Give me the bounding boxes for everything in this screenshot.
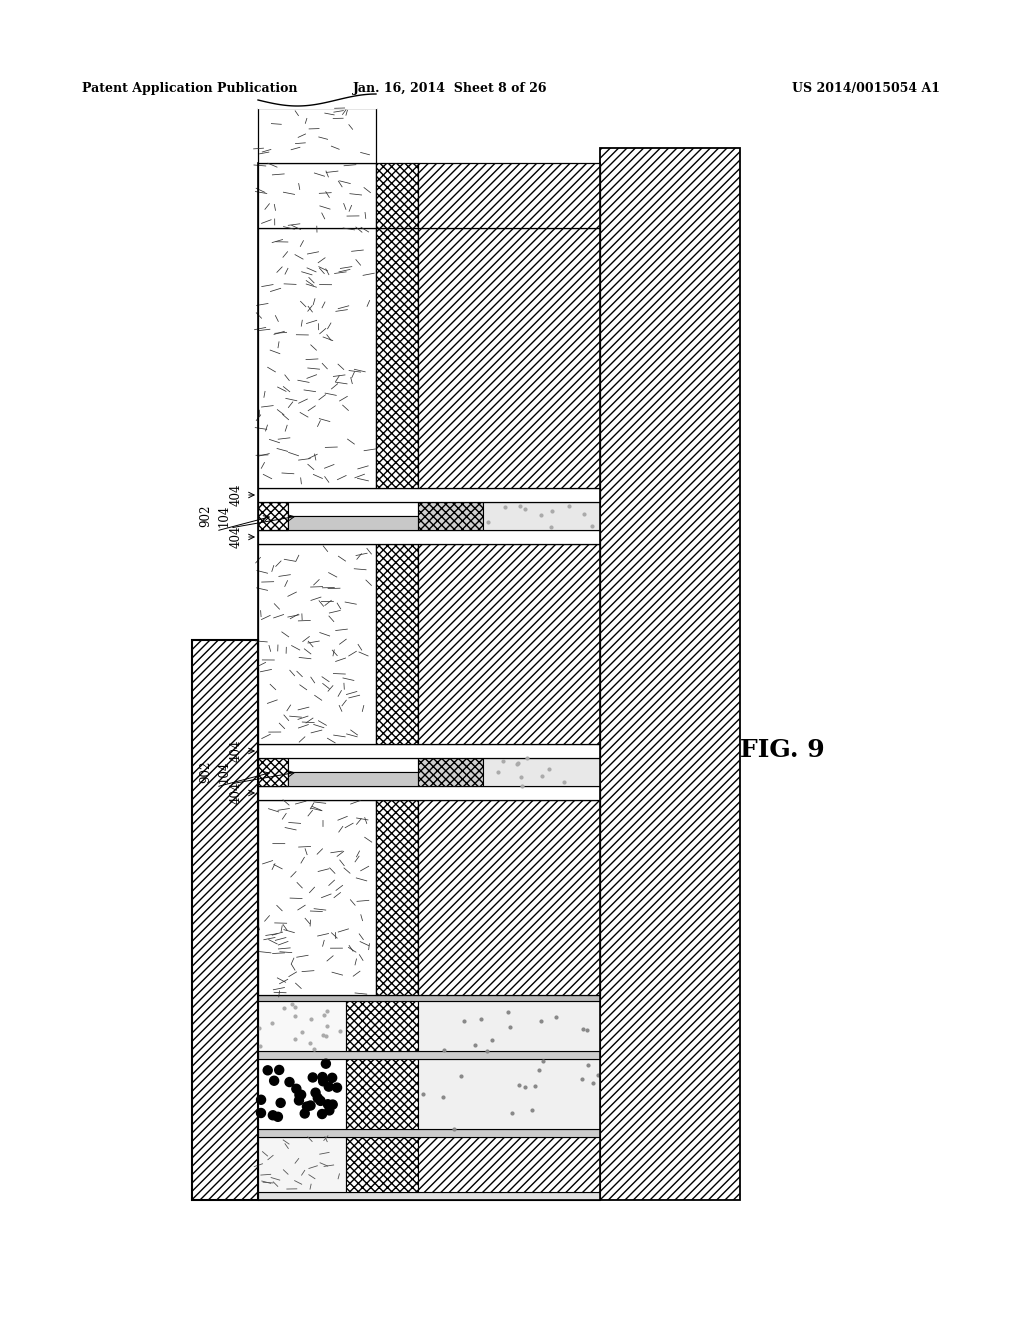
Text: 104: 104 xyxy=(217,760,230,783)
Bar xyxy=(258,228,376,488)
Circle shape xyxy=(325,1082,333,1092)
Bar xyxy=(483,758,600,785)
Text: Jan. 16, 2014  Sheet 8 of 26: Jan. 16, 2014 Sheet 8 of 26 xyxy=(352,82,547,95)
Bar xyxy=(258,1059,346,1129)
Bar xyxy=(258,162,376,228)
Circle shape xyxy=(302,1102,311,1111)
Circle shape xyxy=(269,1076,279,1085)
Text: 902: 902 xyxy=(200,504,213,527)
Circle shape xyxy=(306,1101,315,1110)
Bar xyxy=(346,1059,418,1129)
Bar xyxy=(376,544,418,744)
Circle shape xyxy=(268,1110,278,1119)
Circle shape xyxy=(256,1109,265,1118)
Circle shape xyxy=(297,1090,305,1100)
Circle shape xyxy=(308,1073,317,1082)
Text: 104: 104 xyxy=(217,504,230,527)
Bar xyxy=(258,995,600,1001)
Bar xyxy=(418,1137,600,1192)
Circle shape xyxy=(276,1098,285,1107)
Bar xyxy=(258,544,376,744)
Circle shape xyxy=(311,1088,321,1097)
Text: Patent Application Publication: Patent Application Publication xyxy=(82,82,298,95)
Circle shape xyxy=(316,1097,325,1105)
Text: 404: 404 xyxy=(229,483,243,507)
Bar xyxy=(258,108,376,162)
Circle shape xyxy=(318,1073,327,1081)
Bar xyxy=(193,640,258,1200)
Bar xyxy=(288,502,418,516)
Bar xyxy=(258,785,600,800)
Circle shape xyxy=(257,1096,265,1105)
Bar xyxy=(288,516,418,531)
Bar xyxy=(288,772,418,785)
Bar xyxy=(346,1001,418,1051)
Circle shape xyxy=(295,1096,303,1105)
Bar xyxy=(288,758,418,772)
Circle shape xyxy=(273,1113,283,1121)
Bar xyxy=(418,800,600,995)
Bar xyxy=(418,162,600,228)
Circle shape xyxy=(318,1077,328,1086)
Bar xyxy=(600,148,740,1200)
Circle shape xyxy=(324,1100,333,1109)
Bar xyxy=(258,1137,346,1192)
Text: 902: 902 xyxy=(200,760,213,783)
Bar xyxy=(418,1059,600,1129)
Circle shape xyxy=(295,1090,304,1100)
Text: 404: 404 xyxy=(229,739,243,762)
Circle shape xyxy=(313,1093,323,1102)
Bar xyxy=(376,800,418,995)
Circle shape xyxy=(274,1065,284,1074)
Bar xyxy=(418,758,483,785)
Bar xyxy=(376,228,418,488)
Circle shape xyxy=(333,1084,342,1092)
Text: 404: 404 xyxy=(229,781,243,804)
Circle shape xyxy=(300,1109,309,1118)
Circle shape xyxy=(322,1059,331,1068)
Circle shape xyxy=(317,1110,327,1118)
Bar xyxy=(258,531,600,544)
Text: FIG. 9: FIG. 9 xyxy=(740,738,824,762)
Bar xyxy=(258,1192,600,1200)
Bar xyxy=(258,1001,346,1051)
Bar xyxy=(346,1137,418,1192)
Circle shape xyxy=(292,1084,301,1093)
Circle shape xyxy=(263,1065,272,1074)
Circle shape xyxy=(328,1073,337,1082)
Bar xyxy=(258,488,600,502)
Bar xyxy=(418,544,600,744)
Circle shape xyxy=(285,1077,294,1086)
Bar xyxy=(258,1129,600,1137)
Text: 404: 404 xyxy=(229,525,243,548)
Bar xyxy=(258,1051,600,1059)
Text: US 2014/0015054 A1: US 2014/0015054 A1 xyxy=(792,82,940,95)
Bar xyxy=(258,800,376,995)
Circle shape xyxy=(328,1100,337,1109)
Bar xyxy=(418,228,600,488)
Circle shape xyxy=(325,1106,334,1115)
Bar xyxy=(258,502,288,531)
Bar xyxy=(258,744,600,758)
Bar xyxy=(376,162,418,228)
Bar xyxy=(418,1001,600,1051)
Bar xyxy=(483,502,600,531)
Bar xyxy=(418,502,483,531)
Bar xyxy=(258,758,288,785)
